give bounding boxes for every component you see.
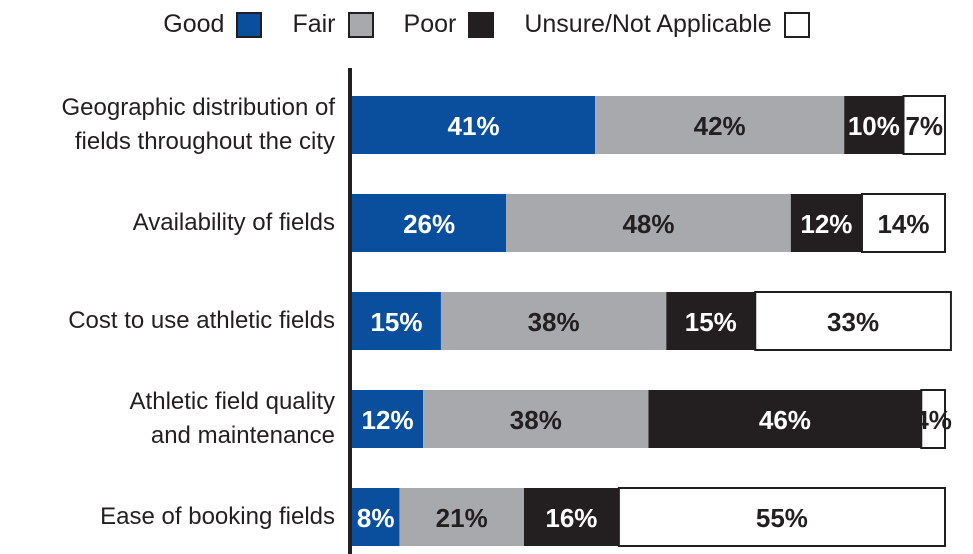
- bar-segment: [399, 488, 524, 546]
- bar-segment: [666, 292, 756, 350]
- legend-swatch: [236, 11, 263, 38]
- category-label: Geographic distribution of fields throug…: [61, 94, 336, 155]
- legend-item: Poor: [404, 10, 495, 39]
- category-label: Availability of fields: [132, 209, 335, 236]
- bar-segment: [902, 95, 946, 155]
- bar-segment: [920, 389, 947, 449]
- bar-segment: [352, 194, 507, 252]
- bar-segment: [352, 488, 400, 546]
- legend-item: Good: [163, 10, 263, 39]
- bar-segment: [506, 194, 791, 252]
- data-label: 48%: [622, 209, 674, 239]
- legend-swatch: [783, 11, 810, 38]
- category-label: Athletic field quality and maintenance: [129, 388, 335, 449]
- bar-segment: [648, 390, 922, 448]
- bar-segment: [440, 292, 667, 350]
- data-label: 26%: [403, 209, 455, 239]
- legend-label: Good: [163, 10, 225, 38]
- data-label: 12%: [800, 209, 852, 239]
- data-label: 8%: [357, 503, 395, 533]
- category-label: Cost to use athletic fields: [68, 307, 335, 334]
- bar-segment: [860, 193, 946, 253]
- bar-segment: [423, 390, 649, 448]
- data-label: 15%: [370, 307, 422, 337]
- data-label: 33%: [827, 307, 879, 337]
- bar-segment: [595, 96, 845, 154]
- legend: Good Fair Poor Unsure/Not Applicable: [0, 10, 973, 39]
- category-label: Ease of booking fields: [100, 503, 335, 530]
- bar-segment: [617, 487, 946, 547]
- data-label: 7%: [905, 111, 943, 141]
- data-label: 38%: [510, 405, 562, 435]
- data-label: 42%: [694, 111, 746, 141]
- data-label: 12%: [362, 405, 414, 435]
- bar-segment: [523, 488, 619, 546]
- legend-label: Fair: [292, 10, 336, 38]
- bar-segment: [352, 96, 596, 154]
- data-label: 38%: [528, 307, 580, 337]
- bar-segment: [790, 194, 862, 252]
- legend-swatch: [468, 11, 495, 38]
- data-label: 15%: [685, 307, 737, 337]
- bar-segment: [754, 291, 952, 351]
- bar-segment: [352, 292, 441, 350]
- legend-item: Fair: [292, 10, 374, 39]
- data-label: 21%: [436, 503, 488, 533]
- legend-swatch: [347, 11, 374, 38]
- data-label: 16%: [545, 503, 597, 533]
- data-label: 10%: [848, 111, 900, 141]
- data-label: 4%: [914, 405, 952, 435]
- legend-item: Unsure/Not Applicable: [524, 10, 810, 39]
- data-label: 14%: [877, 209, 929, 239]
- data-label: 55%: [756, 503, 808, 533]
- legend-label: Poor: [403, 10, 457, 38]
- bar-segment: [844, 96, 904, 154]
- data-label: 46%: [759, 405, 811, 435]
- legend-label: Unsure/Not Applicable: [524, 10, 772, 38]
- data-label: 41%: [448, 111, 500, 141]
- bar-segment: [352, 390, 424, 448]
